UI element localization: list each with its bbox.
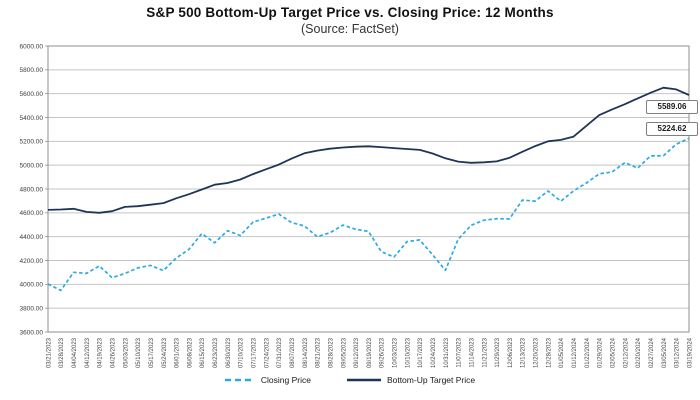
closing-line-swatch xyxy=(224,378,255,382)
x-tick-label: 10/03/2023 xyxy=(393,337,399,368)
chart-subtitle: (Source: FactSet) xyxy=(301,22,399,36)
x-tick-label: 02/27/2024 xyxy=(649,337,655,368)
x-tick-label: 10/31/2023 xyxy=(444,337,450,368)
x-tick-label: 07/10/2023 xyxy=(239,337,245,368)
y-tick-label: 5400.00 xyxy=(20,115,44,122)
x-tick-label: 05/10/2023 xyxy=(136,337,142,368)
x-tick-label: 02/05/2024 xyxy=(610,337,616,368)
y-tick-label: 3800.00 xyxy=(20,305,44,312)
x-tick-label: 08/07/2023 xyxy=(290,337,296,368)
x-tick-label: 09/05/2023 xyxy=(341,337,347,368)
legend-item-closing: Closing Price xyxy=(224,375,311,385)
closing-price-line xyxy=(47,137,690,292)
y-tick-label: 3600.00 xyxy=(20,329,44,336)
x-tick-label: 09/19/2023 xyxy=(367,337,373,368)
x-tick-label: 04/26/2023 xyxy=(111,337,117,368)
target-price-line xyxy=(47,86,690,214)
x-tick-label: 05/24/2023 xyxy=(162,337,168,368)
y-tick-label: 5200.00 xyxy=(20,139,44,146)
x-tick-label: 12/13/2023 xyxy=(521,337,527,368)
y-tick-label: 6000.00 xyxy=(20,43,44,50)
x-tick-label: 06/30/2023 xyxy=(226,337,232,368)
plot-area: 3600.00 3800.00 4000.00 4200.00 4400.00 4600.… xyxy=(20,43,694,368)
x-tick-label: 10/10/2023 xyxy=(405,337,411,368)
x-tick-label: 11/29/2023 xyxy=(495,337,501,367)
legend-label-target: Bottom-Up Target Price xyxy=(386,375,476,385)
x-tick-label: 07/24/2023 xyxy=(264,337,270,368)
x-tick-label: 03/05/2024 xyxy=(662,337,668,368)
x-tick-label: 09/12/2023 xyxy=(354,337,360,368)
y-tick-label: 5000.00 xyxy=(20,162,44,169)
x-tick-label: 06/23/2023 xyxy=(213,337,219,368)
x-tick-label: 07/31/2023 xyxy=(277,337,283,368)
y-tick-label: 5600.00 xyxy=(20,91,44,98)
x-tick-label: 04/04/2023 xyxy=(72,337,78,368)
x-tick-label: 12/20/2023 xyxy=(534,337,540,368)
x-tick-label: 05/17/2023 xyxy=(149,337,155,368)
legend-label-closing: Closing Price xyxy=(260,375,311,385)
x-tick-label: 04/12/2023 xyxy=(85,337,91,368)
x-tick-label: 05/03/2023 xyxy=(123,337,129,368)
x-tick-label: 10/24/2023 xyxy=(431,337,437,368)
x-tick-label: 06/15/2023 xyxy=(200,337,206,368)
legend: Closing Price Bottom-Up Target Price xyxy=(0,375,700,385)
x-tick-label: 12/06/2023 xyxy=(508,337,514,368)
y-tick-label: 4000.00 xyxy=(20,282,44,289)
x-tick-label: 10/17/2023 xyxy=(418,337,424,368)
y-tick-label: 4800.00 xyxy=(20,186,44,193)
x-tick-label: 06/01/2023 xyxy=(175,337,181,368)
y-tick-label: 4600.00 xyxy=(20,210,44,217)
x-tick-label: 03/12/2024 xyxy=(675,337,681,368)
y-tick-label: 5800.00 xyxy=(20,67,44,74)
x-tick-label: 03/19/2024 xyxy=(687,337,693,368)
x-tick-label: 01/29/2024 xyxy=(598,337,604,368)
x-tick-label: 06/08/2023 xyxy=(187,337,193,368)
x-tick-label: 09/26/2023 xyxy=(380,337,386,368)
x-tick-label: 08/14/2023 xyxy=(303,337,309,368)
y-tick-label: 4400.00 xyxy=(20,234,44,241)
x-tick-label: 11/07/2023 xyxy=(457,337,463,367)
target-price-end-label: 5589.06 xyxy=(646,100,698,114)
x-tick-label: 07/17/2023 xyxy=(252,337,258,368)
x-tick-label: 04/19/2023 xyxy=(98,337,104,368)
x-tick-label: 02/12/2024 xyxy=(623,337,629,368)
chart-title: S&P 500 Bottom-Up Target Price vs. Closi… xyxy=(146,5,554,20)
x-tick-label: 02/20/2024 xyxy=(636,337,642,368)
legend-item-target: Bottom-Up Target Price xyxy=(346,375,476,385)
x-tick-label: 03/28/2023 xyxy=(59,337,65,368)
x-tick-label: 11/14/2023 xyxy=(469,337,475,367)
x-tick-label: 12/28/2023 xyxy=(546,337,552,368)
x-tick-label: 11/21/2023 xyxy=(482,337,488,367)
y-tick-label: 4200.00 xyxy=(20,258,44,265)
closing-price-end-label: 5224.62 xyxy=(646,122,698,136)
x-tick-label: 01/05/2024 xyxy=(559,337,565,368)
x-tick-label: 08/28/2023 xyxy=(328,337,334,368)
x-tick-label: 01/12/2024 xyxy=(572,337,578,368)
target-line-swatch xyxy=(346,378,381,382)
x-tick-label: 03/21/2023 xyxy=(46,337,52,368)
x-tick-label: 08/21/2023 xyxy=(316,337,322,368)
x-tick-label: 01/22/2024 xyxy=(585,337,591,368)
